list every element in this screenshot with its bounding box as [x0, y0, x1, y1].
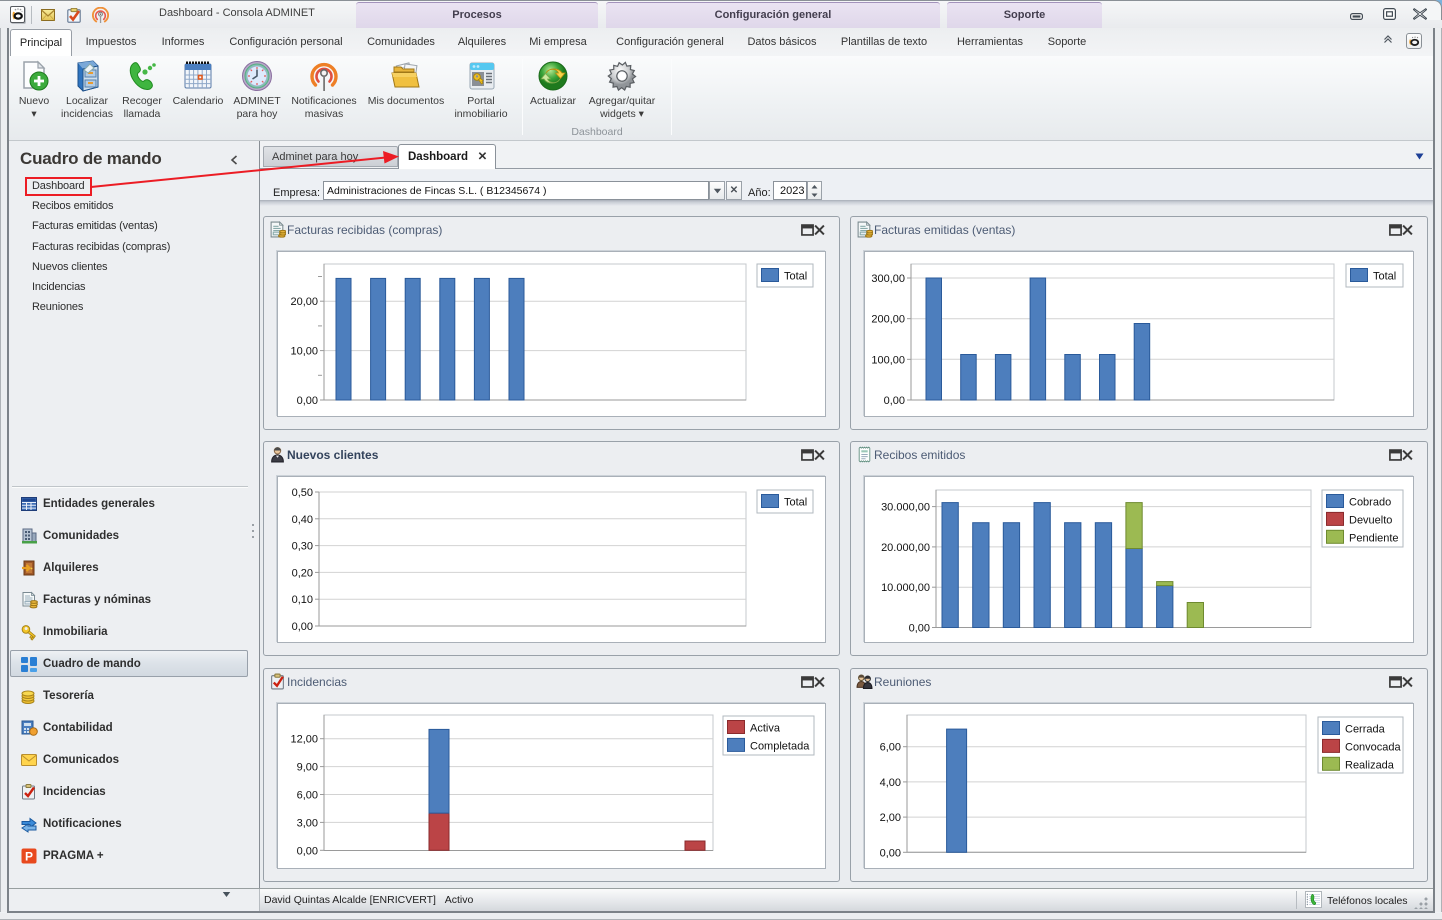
- svg-text:0,40: 0,40: [292, 514, 313, 526]
- svg-text:30.000,00: 30.000,00: [881, 502, 930, 514]
- svg-text:Completada: Completada: [750, 740, 810, 752]
- svg-text:0,20: 0,20: [292, 567, 313, 579]
- svg-text:3,00: 3,00: [297, 817, 318, 829]
- svg-text:2,00: 2,00: [880, 812, 901, 824]
- svg-text:Total: Total: [784, 271, 807, 283]
- svg-text:4,00: 4,00: [880, 777, 901, 789]
- svg-text:10,00: 10,00: [290, 346, 318, 358]
- svg-text:6,00: 6,00: [297, 790, 318, 802]
- svg-text:0,00: 0,00: [297, 845, 318, 857]
- svg-text:Convocada: Convocada: [1345, 741, 1402, 753]
- svg-text:Devuelto: Devuelto: [1349, 514, 1392, 526]
- svg-text:100,00: 100,00: [871, 354, 905, 366]
- svg-text:6,00: 6,00: [880, 742, 901, 754]
- svg-text:9,00: 9,00: [297, 762, 318, 774]
- svg-text:0,50: 0,50: [292, 487, 313, 499]
- svg-text:Pendiente: Pendiente: [1349, 532, 1399, 544]
- svg-text:0,00: 0,00: [884, 395, 905, 407]
- svg-text:10.000,00: 10.000,00: [881, 582, 930, 594]
- svg-text:20,00: 20,00: [290, 296, 318, 308]
- svg-text:0,00: 0,00: [880, 847, 901, 859]
- svg-text:Total: Total: [1373, 271, 1396, 283]
- svg-text:Cerrada: Cerrada: [1345, 724, 1386, 736]
- svg-text:0,30: 0,30: [292, 541, 313, 553]
- svg-text:0,10: 0,10: [292, 594, 313, 606]
- svg-text:0,00: 0,00: [292, 621, 313, 633]
- svg-text:P: P: [25, 850, 33, 864]
- svg-text:0,00: 0,00: [909, 623, 930, 635]
- svg-text:200,00: 200,00: [871, 314, 905, 326]
- svg-text:20.000,00: 20.000,00: [881, 542, 930, 554]
- svg-text:Cobrado: Cobrado: [1349, 497, 1391, 509]
- svg-text:300,00: 300,00: [871, 273, 905, 285]
- svg-text:Activa: Activa: [750, 723, 781, 735]
- svg-text:Total: Total: [784, 497, 807, 509]
- svg-text:Realizada: Realizada: [1345, 759, 1395, 771]
- svg-text:12,00: 12,00: [290, 734, 318, 746]
- svg-text:0,00: 0,00: [297, 395, 318, 407]
